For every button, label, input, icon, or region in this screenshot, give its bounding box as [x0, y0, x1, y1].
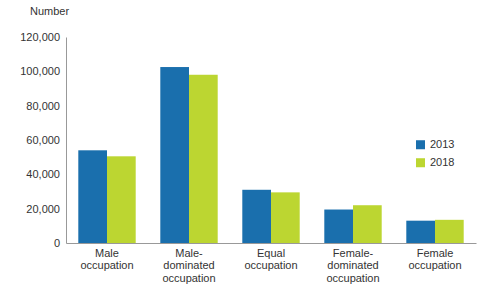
bar [353, 205, 382, 243]
y-axis-title: Number [30, 5, 69, 17]
y-tick: 60,000 [26, 134, 66, 146]
bar [271, 192, 300, 243]
x-tick: Maleoccupation [80, 243, 133, 271]
bar [242, 190, 271, 243]
y-tick-label: 120,000 [20, 31, 60, 43]
plot: 0 20,000 40,000 60,000 80,000 100,000 120,000 M… [20, 31, 476, 284]
legend-swatch [416, 140, 425, 149]
x-tick: Male-dominatedoccupation [162, 243, 215, 284]
legend-swatch [416, 158, 425, 167]
y-tick: 0 [54, 237, 66, 249]
y-tick-label: 0 [54, 237, 60, 249]
bars [78, 67, 463, 243]
y-tick: 20,000 [26, 203, 66, 215]
x-axis: Maleoccupation Male-dominatedoccupation Eq… [67, 243, 477, 284]
chart: 0 20,000 40,000 60,000 80,000 100,000 120,000 M… [0, 0, 488, 302]
bar [406, 221, 435, 243]
x-tick-label: Equaloccupation [244, 247, 297, 272]
x-tick-label: Femaleoccupation [408, 247, 461, 272]
y-axis: 0 20,000 40,000 60,000 80,000 100,000 120,000 [20, 31, 66, 249]
bar [189, 75, 218, 243]
bar [435, 220, 464, 243]
legend: 2013 2018 [416, 138, 454, 168]
y-tick: 100,000 [20, 65, 66, 77]
x-axis-line [67, 243, 477, 244]
y-tick: 40,000 [26, 168, 66, 180]
bar [78, 150, 107, 243]
legend-item: 2018 [416, 156, 454, 168]
y-tick: 120,000 [20, 31, 66, 43]
y-tick-label: 60,000 [26, 134, 60, 146]
legend-label: 2013 [430, 138, 454, 150]
x-tick: Femaleoccupation [408, 243, 461, 271]
legend-label: 2018 [430, 156, 454, 168]
x-tick: Female-dominatedoccupation [326, 243, 379, 284]
x-tick-label: Maleoccupation [80, 247, 133, 272]
bar [107, 156, 136, 243]
y-tick-label: 20,000 [26, 203, 60, 215]
y-tick-label: 40,000 [26, 168, 60, 180]
x-tick: Equaloccupation [244, 243, 297, 271]
bar [324, 210, 353, 243]
y-tick-label: 80,000 [26, 100, 60, 112]
legend-item: 2013 [416, 138, 454, 150]
y-tick-label: 100,000 [20, 65, 60, 77]
y-tick: 80,000 [26, 100, 66, 112]
bar [160, 67, 189, 243]
y-axis-line [66, 38, 67, 244]
x-tick-label: Female-dominatedoccupation [326, 247, 379, 284]
x-tick-label: Male-dominatedoccupation [162, 247, 215, 284]
